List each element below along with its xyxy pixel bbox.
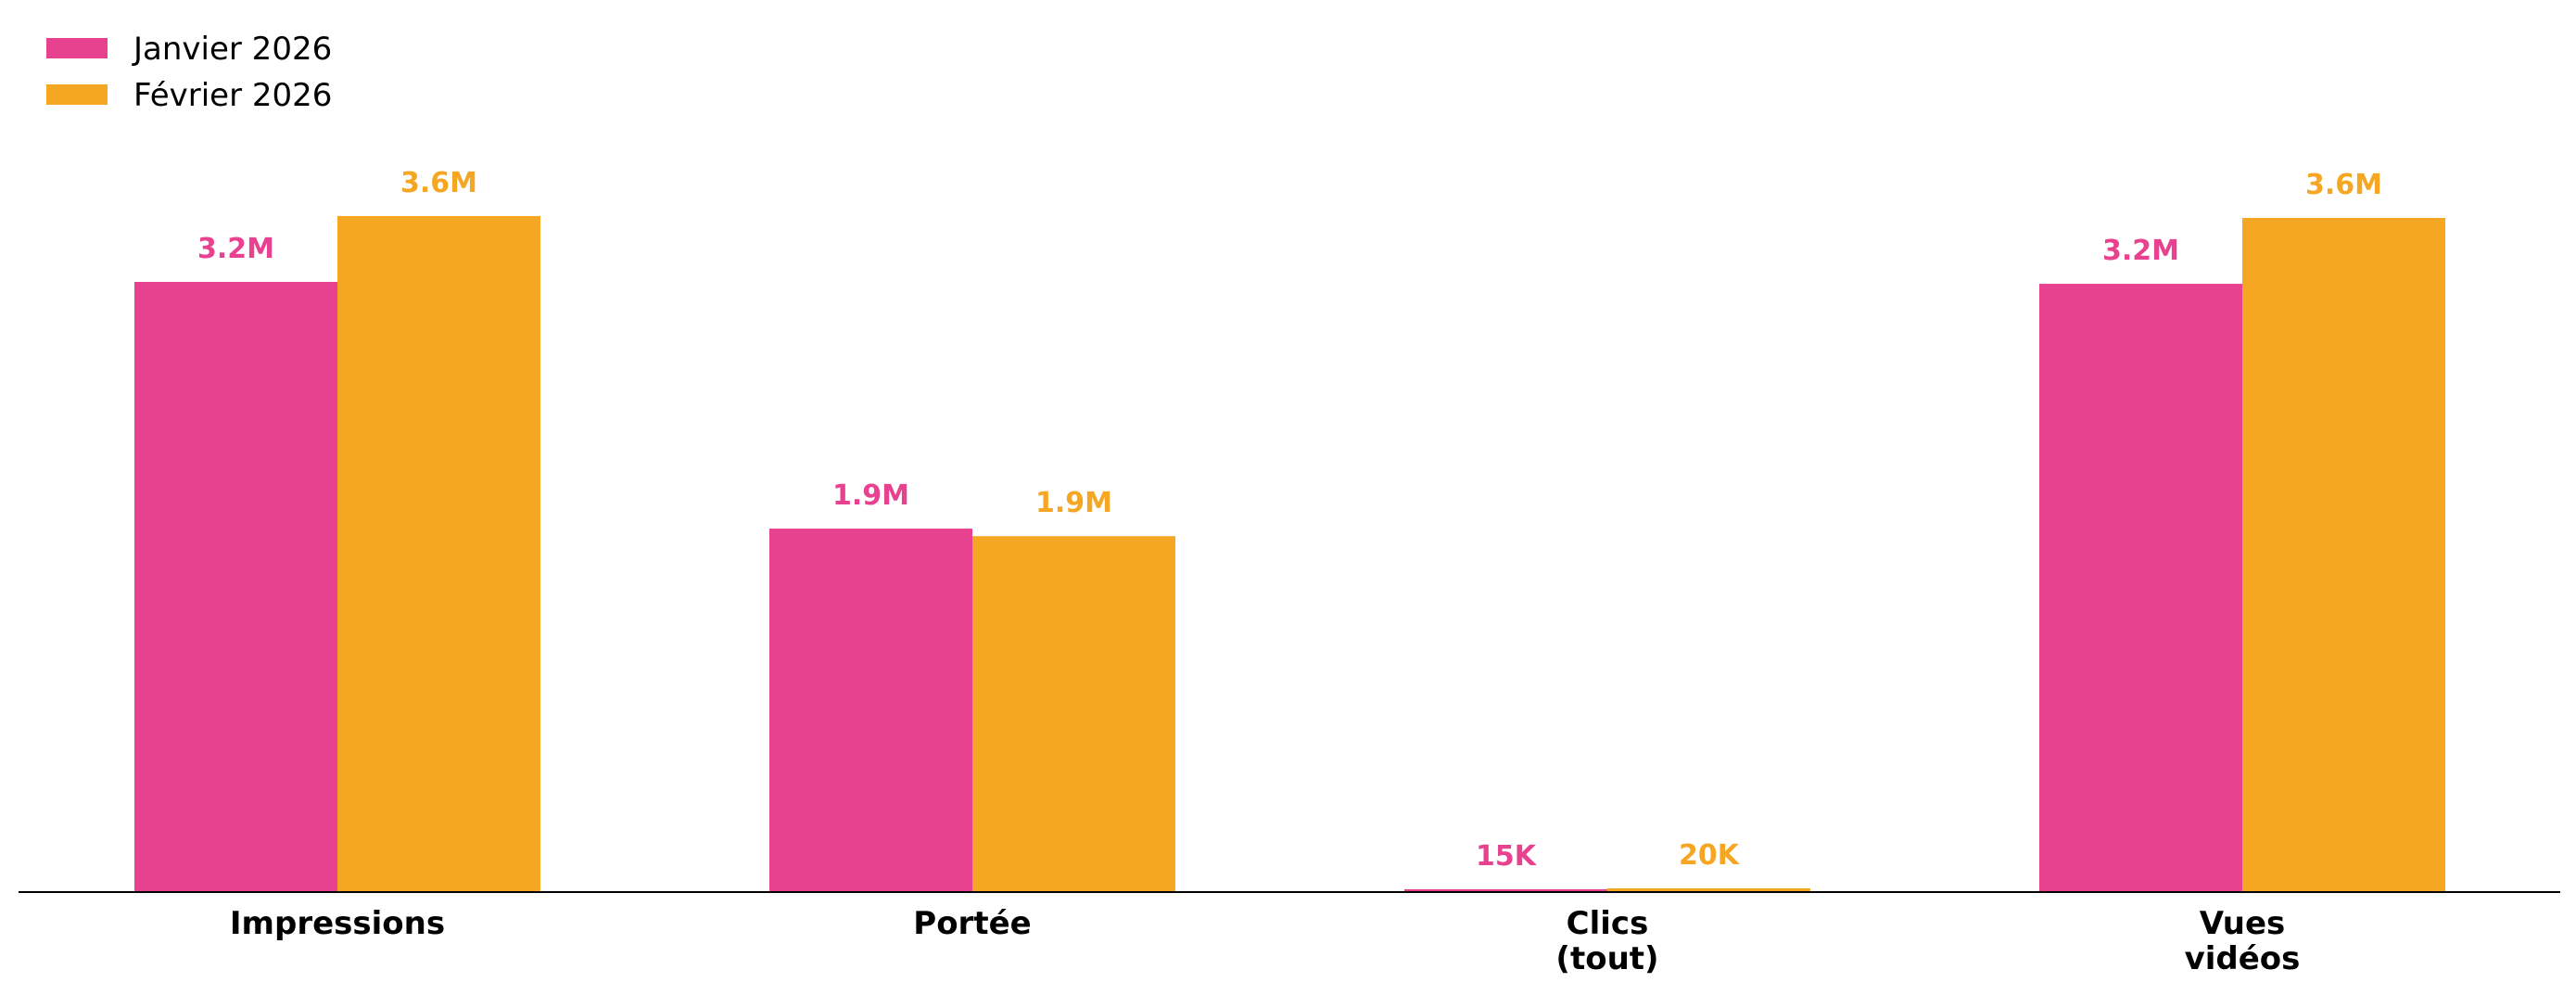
category-label-3: Clics (tout) — [1555, 905, 1658, 977]
category-labels: Impressions Portée Clics (tout) Vues vidéos — [230, 905, 2301, 977]
value-label-s2-c1: 3.6M — [400, 167, 477, 199]
category-label-3-line-1: Clics — [1567, 905, 1649, 942]
legend-label-2: Février 2026 — [133, 77, 332, 114]
bar-s2-c2 — [972, 536, 1175, 892]
bar-s1-c4 — [2039, 284, 2242, 892]
category-label-4-line-1: Vues — [2200, 905, 2286, 942]
value-label-s1-c3: 15K — [1476, 840, 1538, 873]
category-label-1-line-1: Impressions — [230, 905, 445, 942]
value-label-s1-c2: 1.9M — [832, 479, 909, 512]
bar-s2-c1 — [337, 215, 540, 892]
legend-swatch-2 — [46, 84, 108, 105]
bars — [134, 215, 2445, 892]
legend-swatch-1 — [46, 38, 108, 58]
category-label-4: Vues vidéos — [2185, 905, 2301, 977]
bar-s2-c4 — [2242, 217, 2445, 892]
category-label-2-line-1: Portée — [913, 905, 1031, 942]
bar-s2-c3 — [1607, 887, 1810, 892]
bar-s1-c2 — [769, 529, 972, 892]
legend-label-1: Janvier 2026 — [132, 31, 332, 68]
value-label-s2-c4: 3.6M — [2305, 169, 2382, 201]
bar-s1-c1 — [134, 282, 337, 892]
value-label-s1-c4: 3.2M — [2102, 235, 2179, 267]
category-label-2: Portée — [913, 905, 1031, 942]
legend: Janvier 2026 Février 2026 — [46, 31, 332, 114]
value-label-s2-c3: 20K — [1679, 839, 1741, 872]
category-label-3-line-2: (tout) — [1555, 940, 1658, 977]
bar-s1-c3 — [1404, 888, 1607, 892]
value-label-s1-c1: 3.2M — [197, 233, 274, 265]
value-labels: 3.2M 3.6M 1.9M 1.9M 15K 20K 3.2M 3.6M — [197, 167, 2382, 873]
category-label-1: Impressions — [230, 905, 445, 942]
value-label-s2-c2: 1.9M — [1035, 487, 1112, 519]
category-label-4-line-2: vidéos — [2185, 940, 2301, 977]
